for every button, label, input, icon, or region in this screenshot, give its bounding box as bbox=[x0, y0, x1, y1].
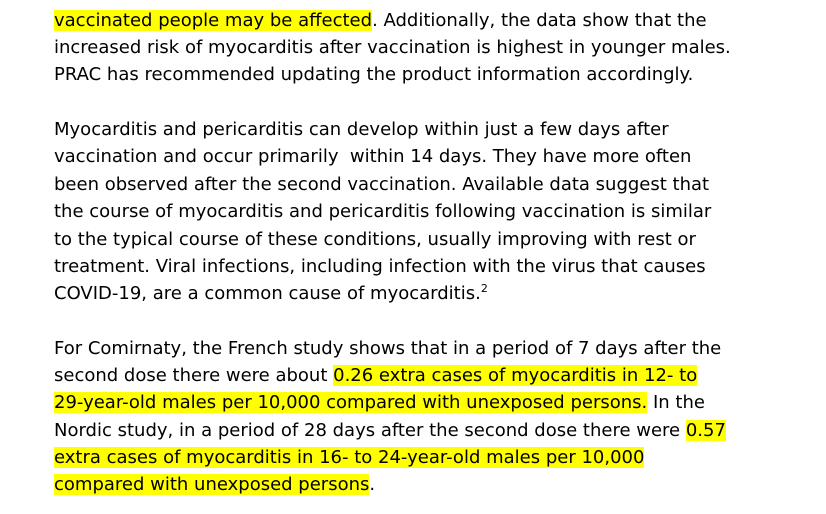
text: . Additionally, the data show that the bbox=[372, 10, 707, 31]
highlighted-text: 0.57 bbox=[685, 420, 726, 441]
paragraph-2-line-2: vaccination and occur primarily within 1… bbox=[54, 146, 692, 167]
text: . bbox=[369, 474, 376, 495]
paragraph-3-line-4: Nordic study, in a period of 28 days aft… bbox=[54, 419, 726, 443]
highlighted-text: 0.26 extra cases of myocarditis in 12- t… bbox=[333, 365, 698, 386]
paragraph-2-line-5: to the typical course of these condition… bbox=[54, 229, 696, 250]
text: COVID-19, are a common cause of myocardi… bbox=[54, 283, 481, 304]
text: In the bbox=[647, 392, 705, 413]
paragraph-2-line-1: Myocarditis and pericarditis can develop… bbox=[54, 119, 669, 140]
text: Nordic study, in a period of 28 days aft… bbox=[54, 420, 686, 441]
text: second dose there were about bbox=[54, 365, 334, 386]
paragraph-3-line-3: 29-year-old males per 10,000 compared wi… bbox=[54, 391, 705, 415]
paragraph-2-line-3: been observed after the second vaccinati… bbox=[54, 174, 710, 195]
paragraph-3-line-6: compared with unexposed persons. bbox=[54, 473, 375, 497]
highlighted-text: vaccinated people may be affected bbox=[54, 10, 373, 31]
paragraph-1-line-2: increased risk of myocarditis after vacc… bbox=[54, 37, 731, 58]
footnote-reference[interactable]: 2 bbox=[480, 282, 488, 295]
paragraph-3-line-1: For Comirnaty, the French study shows th… bbox=[54, 338, 722, 359]
highlighted-text: compared with unexposed persons bbox=[54, 474, 370, 495]
paragraph-2-line-6: treatment. Viral infections, including i… bbox=[54, 256, 706, 277]
paragraph-1-line-3: PRAC has recommended updating the produc… bbox=[54, 64, 694, 85]
paragraph-3-line-5: extra cases of myocarditis in 16- to 24-… bbox=[54, 446, 645, 470]
paragraph-2-line-7: COVID-19, are a common cause of myocardi… bbox=[54, 282, 488, 306]
paragraph-1-line-1: vaccinated people may be affected. Addit… bbox=[54, 9, 707, 33]
highlighted-text: extra cases of myocarditis in 16- to 24-… bbox=[54, 447, 645, 468]
paragraph-3-line-2: second dose there were about 0.26 extra … bbox=[54, 364, 698, 388]
paragraph-2-line-4: the course of myocarditis and pericardit… bbox=[54, 201, 712, 222]
highlighted-text: 29-year-old males per 10,000 compared wi… bbox=[54, 392, 648, 413]
